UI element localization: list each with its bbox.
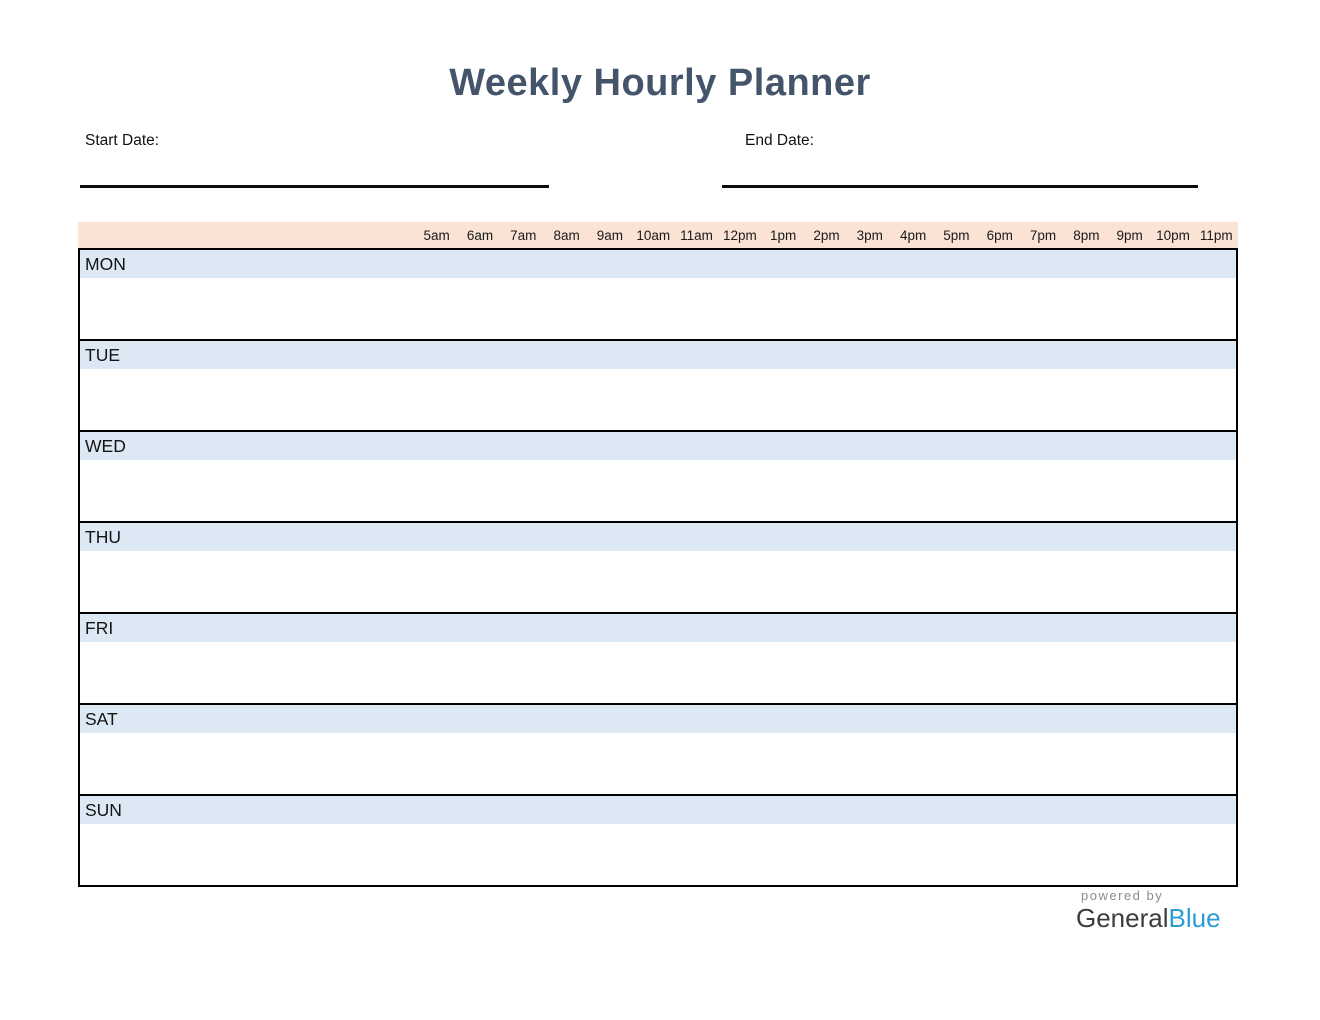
day-label-tue: TUE xyxy=(80,341,1236,369)
brand-general-text: General xyxy=(1076,902,1169,933)
time-label-4pm: 4pm xyxy=(899,227,927,243)
day-rows-container: MON TUE WED THU FRI SAT SUN xyxy=(78,248,1238,887)
day-row-mon: MON xyxy=(78,248,1238,341)
time-label-11pm: 11pm xyxy=(1199,227,1233,243)
time-header-row: 5am 6am 7am 8am 9am 10am 11am 12pm 1pm 2pm 3pm 4pm 5… xyxy=(78,222,1238,248)
start-date-label: Start Date: xyxy=(85,132,160,149)
day-writing-space-sat xyxy=(80,733,1236,794)
time-label-11am: 11am xyxy=(680,227,713,243)
day-writing-space-sun xyxy=(80,824,1236,885)
time-label-8am: 8am xyxy=(553,227,580,243)
time-label-1pm: 1pm xyxy=(770,227,797,243)
time-label-10am: 10am xyxy=(636,227,671,243)
end-date-label: End Date: xyxy=(745,132,814,149)
day-row-tue: TUE xyxy=(78,339,1238,432)
brand-blue-text: Blue xyxy=(1168,902,1221,933)
time-label-12pm: 12pm xyxy=(722,227,757,243)
powered-by-text: powered by xyxy=(1081,888,1164,903)
time-label-9am: 9am xyxy=(596,227,624,243)
generalblue-wordmark: GeneralBlue xyxy=(1076,902,1221,933)
time-label-6pm: 6pm xyxy=(986,227,1013,243)
day-writing-space-fri xyxy=(80,642,1236,703)
time-label-9pm: 9pm xyxy=(1116,227,1143,243)
time-label-3pm: 3pm xyxy=(856,227,883,243)
day-row-thu: THU xyxy=(78,521,1238,614)
time-label-7pm: 7pm xyxy=(1029,227,1057,243)
day-row-sat: SAT xyxy=(78,703,1238,796)
time-label-6am: 6am xyxy=(466,227,494,243)
time-label-2pm: 2pm xyxy=(813,227,840,243)
time-label-7am: 7am xyxy=(510,227,537,243)
day-row-sun: SUN xyxy=(78,794,1238,887)
day-label-mon: MON xyxy=(80,250,1236,278)
day-label-sat: SAT xyxy=(80,705,1236,733)
start-date-line xyxy=(80,185,549,188)
day-writing-space-thu xyxy=(80,551,1236,612)
day-writing-space-mon xyxy=(80,278,1236,339)
day-label-thu: THU xyxy=(80,523,1236,551)
day-row-wed: WED xyxy=(78,430,1238,523)
day-label-wed: WED xyxy=(80,432,1236,460)
weekly-planner-table: 5am 6am 7am 8am 9am 10am 11am 12pm 1pm 2pm 3pm 4pm 5… xyxy=(78,222,1238,887)
day-row-fri: FRI xyxy=(78,612,1238,705)
time-label-5pm: 5pm xyxy=(943,227,970,243)
day-label-fri: FRI xyxy=(80,614,1236,642)
day-writing-space-wed xyxy=(80,460,1236,521)
time-label-8pm: 8pm xyxy=(1073,227,1100,243)
page-title: Weekly Hourly Planner xyxy=(449,62,871,104)
time-label-5am: 5am xyxy=(423,227,450,243)
day-label-sun: SUN xyxy=(80,796,1236,824)
day-writing-space-tue xyxy=(80,369,1236,430)
time-label-10pm: 10pm xyxy=(1156,227,1190,243)
end-date-line xyxy=(722,185,1198,188)
generalblue-logo: powered by GeneralBlue xyxy=(1076,889,1221,932)
